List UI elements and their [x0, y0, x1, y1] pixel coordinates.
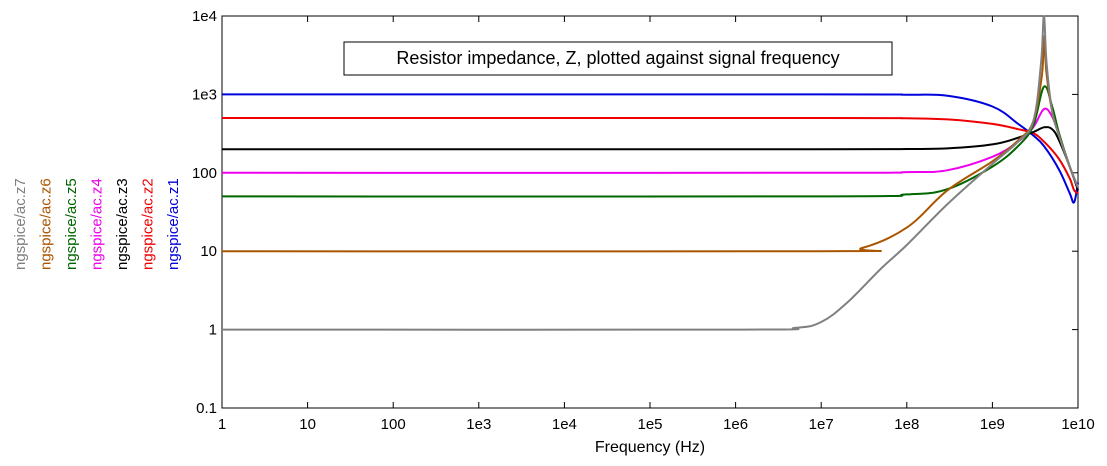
legend-entry: ngspice/ac.z7: [12, 178, 29, 270]
x-axis: 1 10 100 1e3 1e4 1e5 1e6 1e7 1e8 1e9 1e10: [218, 16, 1095, 433]
y-tick-label: 1e3: [192, 86, 217, 103]
title-frame: [343, 41, 893, 76]
x-tick-label: 1: [218, 416, 226, 433]
x-tick-label: 1e6: [723, 416, 748, 433]
legend-entry: ngspice/ac.z1: [165, 178, 182, 270]
y-tick-label: 1e4: [192, 8, 217, 25]
y-tick-label: 1: [209, 322, 217, 339]
series-line-7: [221, 15, 1079, 331]
x-tick-label: 100: [381, 416, 406, 433]
legend-entry: ngspice/ac.z2: [140, 178, 157, 270]
title-box: Resistor impedance, Z, plotted against s…: [343, 41, 893, 76]
y-axis: 0.1 1 10 100 1e3 1e4: [192, 8, 1078, 417]
legend-entry: ngspice/ac.z6: [38, 178, 55, 270]
legend-entry: ngspice/ac.z5: [63, 178, 80, 270]
legend-entry: ngspice/ac.z3: [114, 178, 131, 270]
x-tick-label: 1e9: [980, 416, 1005, 433]
series-line-2: [221, 116, 1079, 195]
x-tick-label: 1e10: [1061, 416, 1094, 433]
x-tick-label: 1e4: [552, 416, 577, 433]
y-tick-label: 100: [192, 165, 217, 182]
series-line-1: [221, 93, 1079, 204]
chart-title: Resistor impedance, Z, plotted against s…: [396, 48, 839, 68]
y-tick-label: 10: [200, 243, 217, 260]
x-axis-title: Frequency (Hz): [595, 439, 705, 456]
legend: ngspice/ac.z1 ngspice/ac.z2 ngspice/ac.z3 n…: [12, 178, 182, 270]
legend-entry: ngspice/ac.z4: [89, 178, 106, 270]
x-tick-label: 1e3: [466, 416, 491, 433]
series-lines: [221, 15, 1079, 331]
x-tick-label: 1e5: [637, 416, 662, 433]
y-tick-label: 0.1: [196, 400, 217, 417]
x-tick-label: 10: [299, 416, 316, 433]
x-tick-label: 1e8: [894, 416, 919, 433]
plot-area: [221, 15, 1079, 409]
series-line-3: [221, 126, 1079, 191]
x-tick-label: 1e7: [809, 416, 834, 433]
